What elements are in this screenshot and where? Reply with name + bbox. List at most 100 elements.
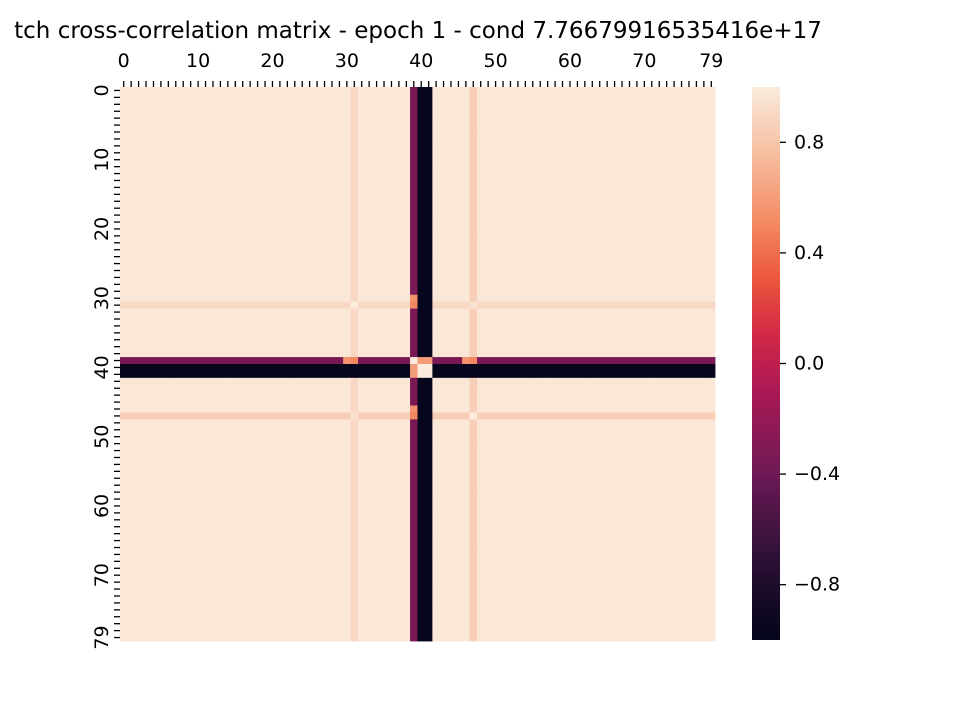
heatmap-cell	[261, 433, 270, 441]
heatmap-cell	[120, 454, 128, 462]
heatmap-cell	[484, 405, 493, 413]
heatmap-cell	[707, 232, 716, 240]
heatmap-cell	[291, 308, 299, 316]
heatmap-cell	[261, 357, 270, 365]
heatmap-cell	[700, 225, 708, 233]
heatmap-cell	[506, 301, 515, 309]
heatmap-cell	[380, 301, 389, 309]
heatmap-cell	[410, 301, 418, 309]
heatmap-cell	[343, 239, 351, 247]
heatmap-cell	[358, 488, 366, 496]
heatmap-cell	[320, 204, 329, 213]
heatmap-cell	[410, 211, 418, 219]
heatmap-cell	[499, 239, 508, 247]
heatmap-cell	[477, 481, 485, 490]
heatmap-cell	[573, 322, 582, 330]
heatmap-cell	[536, 391, 545, 400]
heatmap-cell	[499, 412, 508, 420]
heatmap-cell	[610, 384, 619, 393]
heatmap-cell	[417, 350, 426, 358]
heatmap-cell	[387, 114, 396, 123]
heatmap-cell	[506, 391, 515, 400]
heatmap-cell	[224, 93, 232, 102]
heatmap-cell	[216, 135, 225, 143]
heatmap-cell	[343, 273, 351, 282]
heatmap-cell	[380, 474, 389, 483]
heatmap-cell	[246, 370, 255, 379]
heatmap-cell	[365, 426, 374, 434]
heatmap-cell	[246, 267, 255, 275]
heatmap-cell	[670, 398, 679, 406]
heatmap-cell	[529, 121, 537, 129]
heatmap-cell	[625, 384, 634, 393]
heatmap-cell	[700, 135, 708, 143]
heatmap-cell	[164, 204, 173, 213]
heatmap-cell	[231, 481, 240, 490]
heatmap-cell	[313, 287, 322, 296]
heatmap-cell	[521, 93, 530, 102]
heatmap-cell	[268, 412, 277, 420]
heatmap-cell	[536, 308, 545, 316]
heatmap-cell	[142, 239, 151, 247]
heatmap-cell	[291, 474, 299, 483]
heatmap-cell	[268, 433, 277, 441]
heatmap-cell	[484, 481, 493, 490]
heatmap-cell	[588, 149, 597, 157]
heatmap-cell	[365, 294, 374, 303]
heatmap-cell	[692, 315, 701, 323]
heatmap-cell	[134, 93, 143, 102]
heatmap-cell	[603, 315, 612, 323]
heatmap-cell	[417, 474, 426, 483]
heatmap-cell	[372, 391, 381, 400]
heatmap-cell	[120, 211, 128, 219]
heatmap-cell	[462, 204, 470, 213]
heatmap-cell	[335, 267, 344, 275]
heatmap-cell	[410, 280, 418, 289]
heatmap-cell	[558, 384, 567, 393]
heatmap-cell	[253, 433, 262, 441]
heatmap-cell	[454, 190, 463, 199]
heatmap-cell	[692, 308, 701, 316]
heatmap-cell	[551, 350, 560, 358]
heatmap-cell	[253, 447, 262, 455]
heatmap-cell	[640, 142, 649, 150]
heatmap-cell	[662, 246, 671, 254]
heatmap-cell	[261, 121, 270, 129]
heatmap-cell	[506, 128, 515, 136]
heatmap-cell	[268, 156, 277, 164]
heatmap-cell	[350, 260, 359, 268]
heatmap-cell	[164, 253, 173, 261]
heatmap-cell	[320, 225, 329, 233]
heatmap-cell	[291, 516, 299, 524]
heatmap-cell	[134, 170, 143, 178]
heatmap-cell	[700, 377, 708, 386]
heatmap-cell	[543, 93, 552, 102]
heatmap-cell	[231, 433, 240, 441]
heatmap-cell	[216, 343, 225, 351]
heatmap-cell	[365, 135, 374, 143]
heatmap-cell	[655, 232, 664, 240]
heatmap-cell	[134, 467, 143, 476]
heatmap-cell	[268, 246, 277, 254]
heatmap-cell	[447, 190, 456, 199]
heatmap-cell	[417, 280, 426, 289]
heatmap-cell	[134, 308, 143, 316]
heatmap-cell	[380, 260, 389, 268]
heatmap-cell	[685, 433, 694, 441]
heatmap-cell	[157, 273, 166, 282]
heatmap-cell	[685, 107, 694, 116]
heatmap-cell	[276, 280, 285, 289]
heatmap-cell	[216, 502, 225, 510]
heatmap-cell	[313, 364, 322, 372]
heatmap-cell	[506, 170, 515, 178]
heatmap-cell	[395, 177, 404, 185]
heatmap-cell	[707, 336, 716, 344]
heatmap-cell	[454, 454, 463, 462]
heatmap-cell	[268, 183, 277, 192]
heatmap-cell	[276, 121, 285, 129]
heatmap-cell	[558, 329, 567, 337]
heatmap-cell	[328, 488, 337, 496]
heatmap-cell	[633, 273, 642, 282]
heatmap-cell	[298, 211, 307, 219]
heatmap-cell	[581, 412, 589, 420]
